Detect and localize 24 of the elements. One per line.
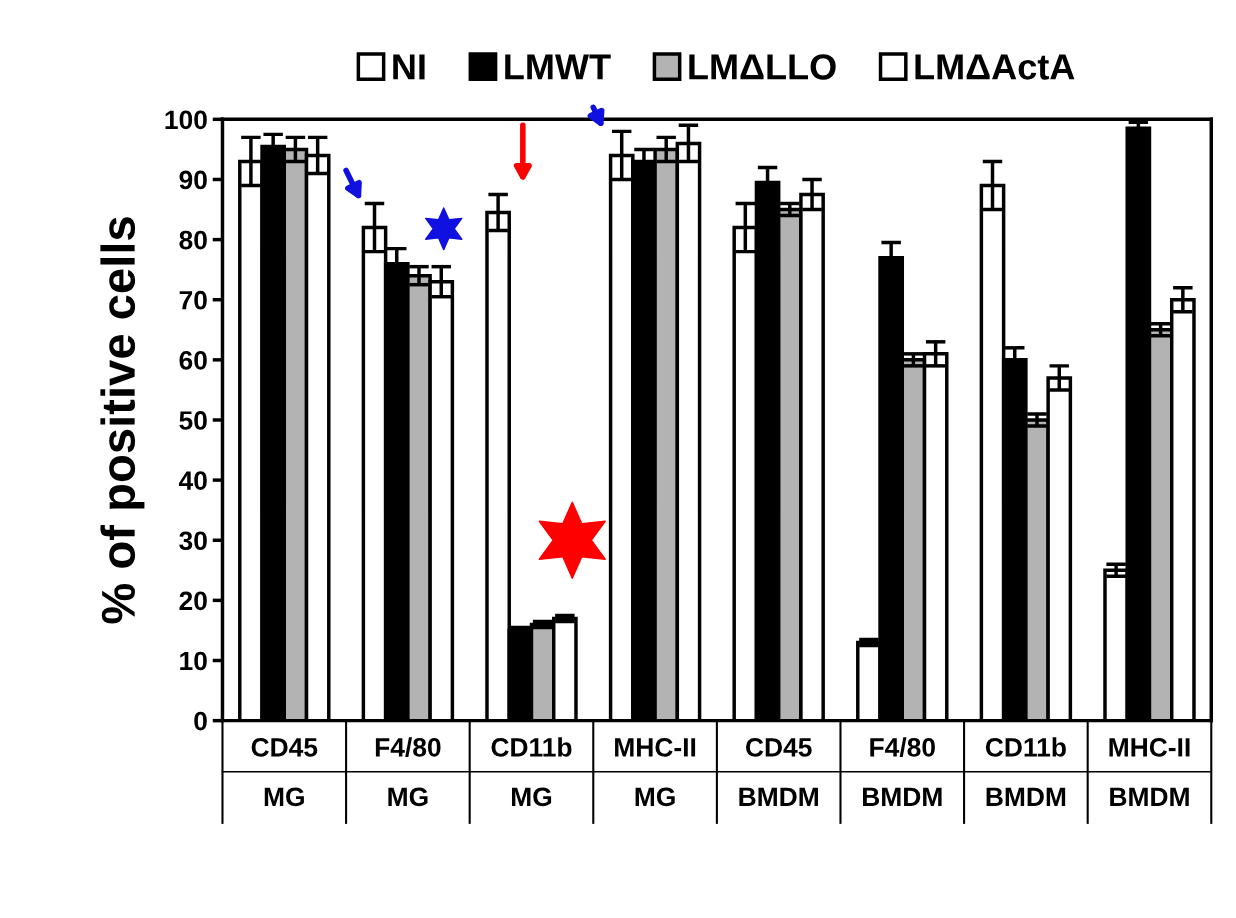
x-tick-label: CD45 MG [251,737,318,807]
legend-label: LMΔLLO [689,54,836,80]
legend-label: LMWT [505,54,611,80]
legend-label: LMΔActA [915,54,1075,80]
y-tick-label: 100 [165,110,207,130]
x-tick-label: F4/80 BMDM [863,737,942,806]
y-tick-label: 0 [194,711,207,731]
y-tick-label: 20 [179,591,207,611]
x-tick-label: CD11b BMDM [985,737,1066,806]
y-axis-title: % of positive cells [100,217,145,624]
y-tick-label: 90 [179,170,207,190]
y-tick-label: 70 [179,290,207,310]
y-tick-label: 50 [179,411,207,430]
x-tick-label: MHC-II BMDM [1109,737,1190,806]
legend-label: NI [393,54,425,80]
x-tick-label: CD45 BMDM [739,737,818,806]
x-tick-label: CD11b MG [491,737,572,807]
y-tick-label: 30 [179,531,207,551]
y-tick-label: 60 [179,350,207,370]
x-tick-label: MHC-II MG [615,737,696,807]
y-tick-label: 10 [180,651,207,671]
y-tick-label: 80 [179,230,207,250]
x-tick-label: F4/80 MG [375,737,441,807]
y-tick-label: 40 [178,471,207,490]
